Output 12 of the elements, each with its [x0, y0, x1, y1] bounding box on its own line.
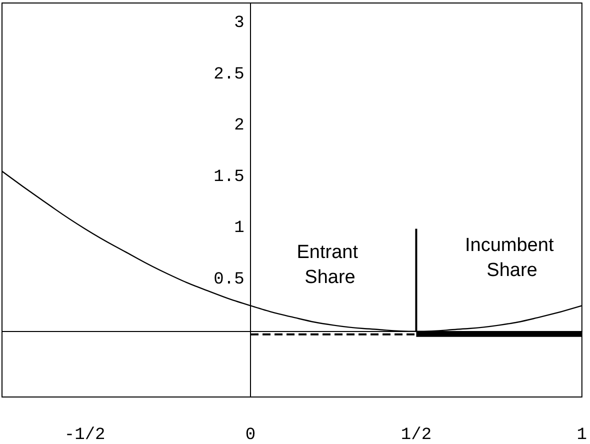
y-tick-label: 1: [234, 219, 244, 238]
x-tick-label: 0: [245, 426, 256, 444]
annotation: Entrant Share: [296, 242, 364, 288]
y-tick-label: 1.5: [214, 168, 244, 187]
y-tick-label: 2: [234, 116, 244, 136]
y-tick-label: 0.5: [214, 270, 244, 290]
x-tick-label: 1/2: [400, 426, 432, 444]
x-tick-label: -1/2: [64, 426, 106, 444]
y-tick-label: 2.5: [214, 65, 244, 84]
y-tick-label: 3: [234, 14, 244, 34]
x-tick-label: 1: [576, 426, 587, 444]
annotation: Incumbent Share: [465, 235, 559, 281]
